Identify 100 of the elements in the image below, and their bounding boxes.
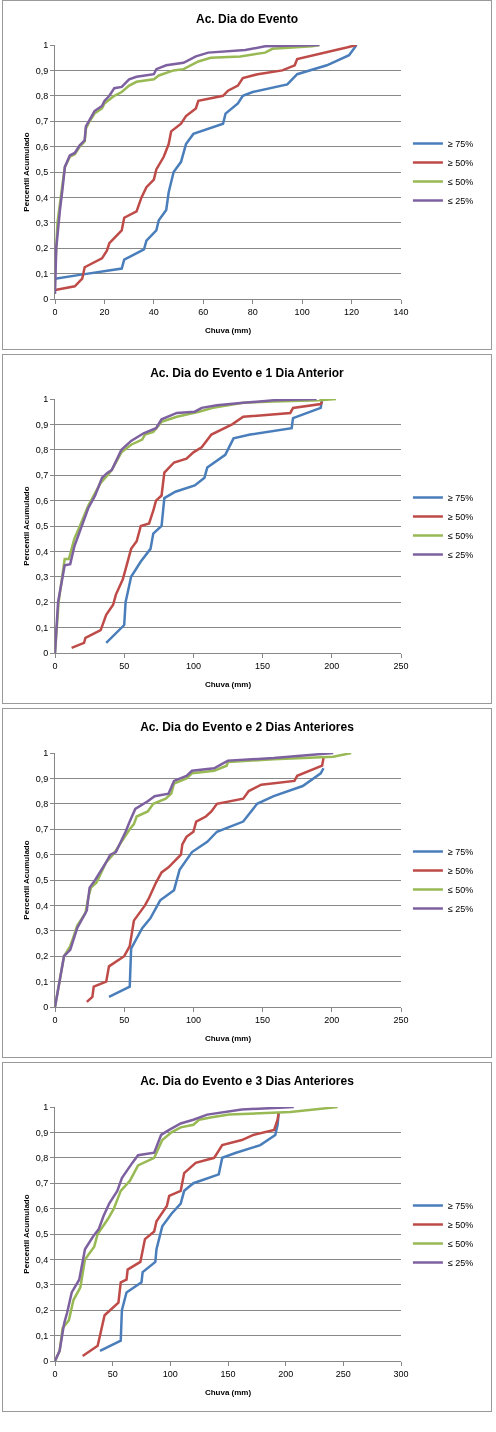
y-axis-title: Percentil Acumulado: [22, 132, 31, 212]
y-tick-label: 0,7: [35, 116, 49, 127]
y-tick-label: 0: [43, 294, 49, 305]
y-tick-label: 0,4: [35, 1254, 49, 1265]
x-tick-label: 250: [393, 660, 409, 671]
x-tick-label: 40: [148, 306, 159, 317]
y-tick-label: 0,3: [35, 217, 49, 228]
y-tick-label: 0,3: [35, 1279, 49, 1290]
y-tick-label: 0,2: [35, 951, 49, 962]
legend-label: ≤ 50%: [447, 531, 474, 542]
x-axis-title: Chuva (mm): [204, 680, 252, 689]
x-tick-label: 0: [52, 1014, 58, 1025]
x-tick-label: 100: [185, 660, 201, 671]
x-tick-label: 300: [393, 1368, 409, 1379]
x-tick-label: 150: [220, 1368, 236, 1379]
legend-label: ≥ 75%: [447, 139, 474, 150]
x-tick-label: 50: [119, 1014, 130, 1025]
y-tick-label: 0,1: [35, 622, 49, 633]
chart-title: Ac. Dia do Evento: [195, 12, 299, 27]
x-tick-label: 80: [247, 306, 258, 317]
x-tick-label: 100: [294, 306, 310, 317]
y-tick-label: 0,9: [35, 773, 49, 784]
legend-label: ≤ 25%: [447, 550, 474, 561]
x-tick-label: 150: [255, 660, 271, 671]
y-tick-label: 0,2: [35, 243, 49, 254]
legend-label: ≥ 75%: [447, 847, 474, 858]
y-tick-label: 0,3: [35, 925, 49, 936]
line-series: [104, 399, 324, 645]
y-tick-label: 0,8: [35, 1152, 49, 1163]
y-tick-label: 0,9: [35, 65, 49, 76]
y-tick-label: 1: [43, 748, 49, 759]
y-tick-label: 0,1: [35, 1330, 49, 1341]
y-tick-label: 0: [43, 1002, 49, 1013]
y-tick-label: 0,7: [35, 824, 49, 835]
x-tick-label: 0: [52, 660, 58, 671]
y-tick-label: 0,8: [35, 798, 49, 809]
x-tick-label: 140: [393, 306, 409, 317]
legend-label: ≤ 25%: [447, 904, 474, 915]
x-tick-label: 60: [198, 306, 209, 317]
legend-label: ≥ 50%: [447, 1220, 474, 1231]
legend-label: ≤ 50%: [447, 177, 474, 188]
legend-label: ≥ 75%: [447, 493, 474, 504]
x-tick-label: 0: [52, 306, 58, 317]
y-tick-label: 0,5: [35, 521, 49, 532]
y-tick-label: 0,2: [35, 597, 49, 608]
y-tick-label: 0,9: [35, 419, 49, 430]
x-axis-title: Chuva (mm): [204, 326, 252, 335]
y-axis-title: Percentil Acumulado: [22, 840, 31, 920]
x-tick-label: 100: [185, 1014, 201, 1025]
x-tick-label: 200: [324, 1014, 340, 1025]
y-tick-label: 0: [43, 1356, 49, 1367]
y-tick-label: 0: [43, 648, 49, 659]
y-tick-label: 0,5: [35, 167, 49, 178]
y-tick-label: 1: [43, 394, 49, 405]
y-tick-label: 0,4: [35, 546, 49, 557]
legend-label: ≤ 50%: [447, 1239, 474, 1250]
y-tick-label: 0,4: [35, 192, 49, 203]
y-tick-label: 0,5: [35, 1229, 49, 1240]
legend-label: ≤ 25%: [447, 1258, 474, 1269]
y-tick-label: 0,5: [35, 875, 49, 886]
y-tick-label: 0,3: [35, 571, 49, 582]
y-tick-label: 0,1: [35, 268, 49, 279]
x-tick-label: 100: [162, 1368, 178, 1379]
y-axis-title: Percentil Acumulado: [22, 486, 31, 566]
x-tick-label: 250: [393, 1014, 409, 1025]
x-tick-label: 120: [344, 306, 360, 317]
legend-label: ≥ 50%: [447, 158, 474, 169]
x-tick-label: 50: [107, 1368, 118, 1379]
y-tick-label: 0,6: [35, 141, 49, 152]
legend-label: ≥ 75%: [447, 1201, 474, 1212]
y-tick-label: 0,7: [35, 470, 49, 481]
chart-title: Ac. Dia do Evento e 3 Dias Anteriores: [140, 1074, 355, 1089]
y-tick-label: 0,7: [35, 1178, 49, 1189]
x-tick-label: 150: [255, 1014, 271, 1025]
y-tick-label: 0,8: [35, 90, 49, 101]
y-tick-label: 0,9: [35, 1127, 49, 1138]
y-axis-title: Percentil Acumulado: [22, 1194, 31, 1274]
chart-title: Ac. Dia do Evento e 1 Dia Anterior: [150, 366, 345, 381]
legend-label: ≤ 50%: [447, 885, 474, 896]
x-tick-label: 250: [335, 1368, 351, 1379]
x-tick-label: 20: [99, 306, 110, 317]
y-tick-label: 0,6: [35, 1203, 49, 1214]
y-tick-label: 0,1: [35, 976, 49, 987]
y-tick-label: 0,6: [35, 495, 49, 506]
legend-label: ≤ 25%: [447, 196, 474, 207]
y-tick-label: 0,8: [35, 444, 49, 455]
x-axis-title: Chuva (mm): [204, 1034, 252, 1043]
x-tick-label: 200: [278, 1368, 294, 1379]
legend-label: ≥ 50%: [447, 512, 474, 523]
x-tick-label: 50: [119, 660, 130, 671]
x-axis-title: Chuva (mm): [204, 1388, 252, 1397]
y-tick-label: 0,6: [35, 849, 49, 860]
x-tick-label: 0: [52, 1368, 58, 1379]
chart-title: Ac. Dia do Evento e 2 Dias Anteriores: [140, 720, 355, 735]
y-tick-label: 0,2: [35, 1305, 49, 1316]
x-tick-label: 200: [324, 660, 340, 671]
y-tick-label: 1: [43, 40, 49, 51]
legend-label: ≥ 50%: [447, 866, 474, 877]
y-tick-label: 1: [43, 1102, 49, 1113]
y-tick-label: 0,4: [35, 900, 49, 911]
